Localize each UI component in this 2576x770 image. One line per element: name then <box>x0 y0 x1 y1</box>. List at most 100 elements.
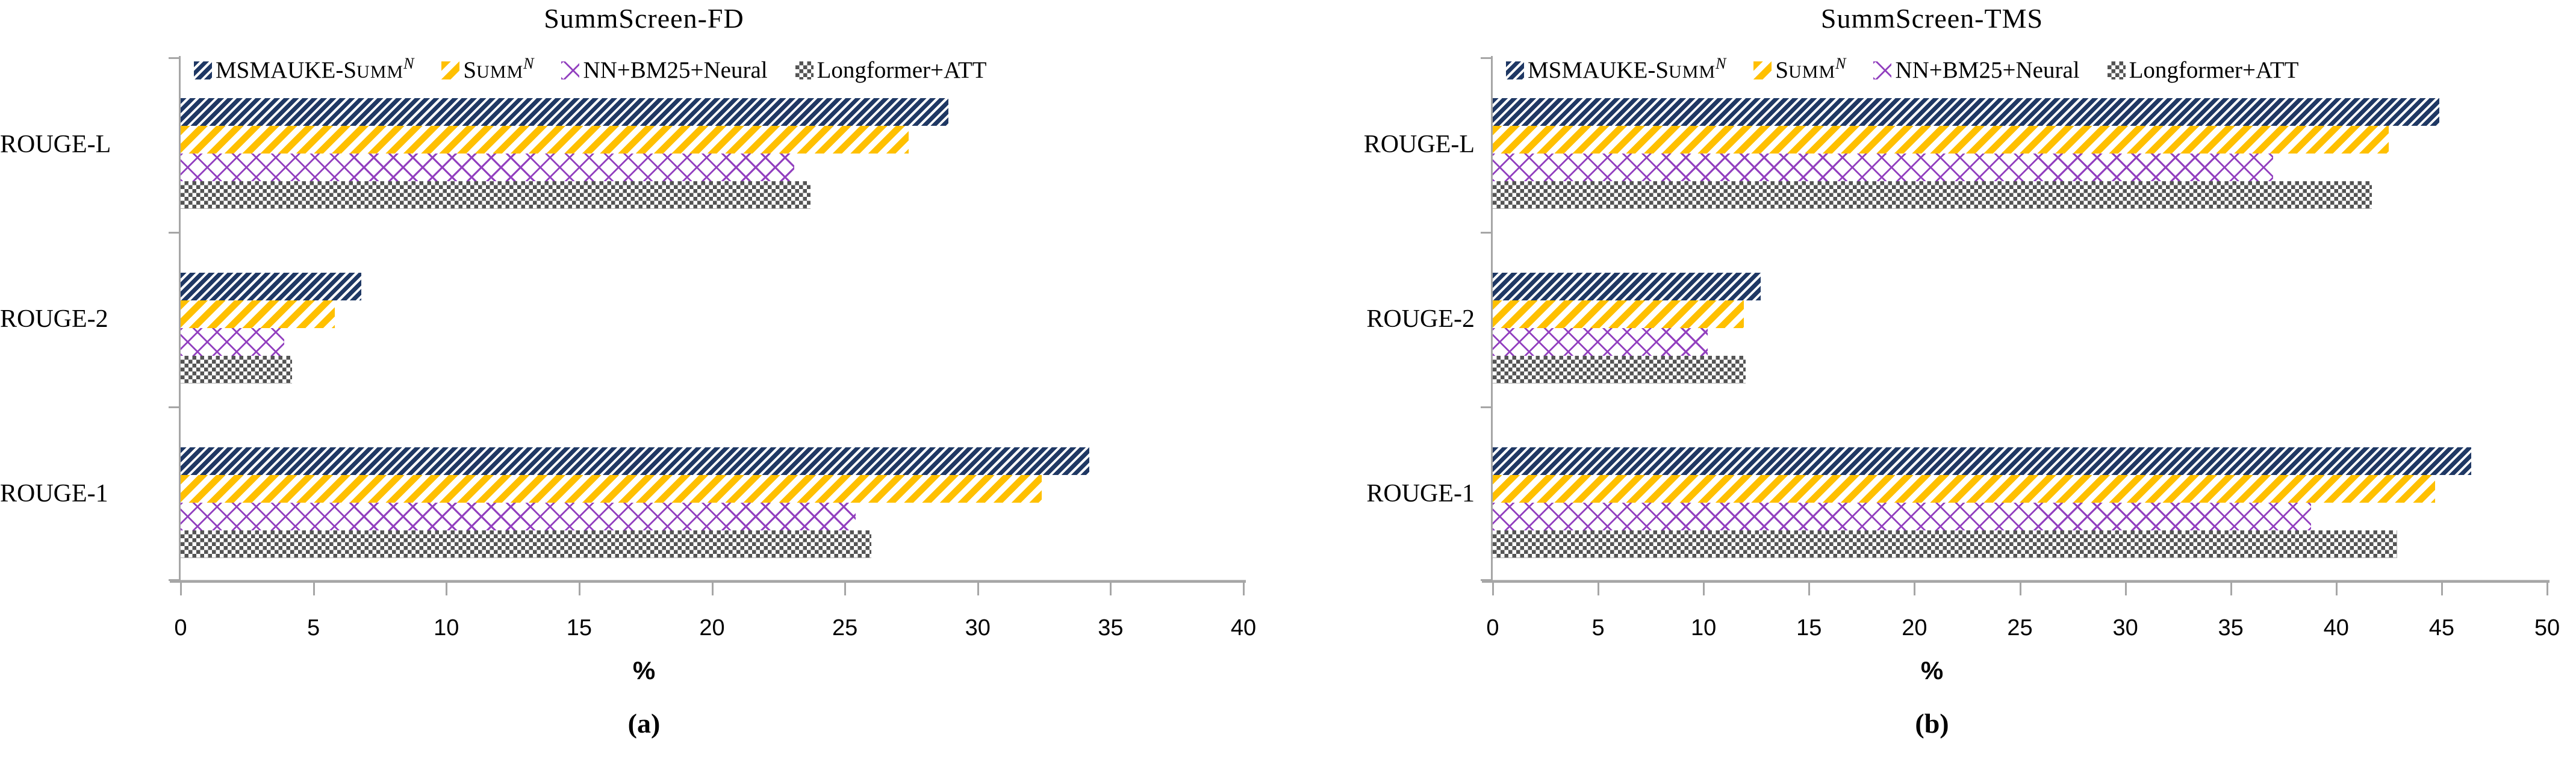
category-label-rouge-1: ROUGE-1 <box>1366 480 1475 508</box>
bar-rouge-l-2 <box>181 154 795 181</box>
legend-item-summ-n: SUMMN <box>1753 55 1846 83</box>
bar-rouge-2-1 <box>181 300 335 328</box>
bar-rouge-l-2 <box>1493 154 2273 181</box>
category-group-rouge-1 <box>181 406 1243 581</box>
x-axis-line <box>170 580 1246 583</box>
category-labels: ROUGE-L ROUGE-2 ROUGE-1 <box>0 57 170 581</box>
chart-panel: SummScreen-TMS ROUGE-L ROUGE-2 ROUGE-1 MSM… <box>1288 0 2576 770</box>
x-axis-tick <box>1703 583 1705 595</box>
chart-title: SummScreen-FD <box>544 3 744 34</box>
legend-label: NN+BM25+Neural <box>583 57 768 83</box>
x-tick-label-40: 40 <box>2323 615 2349 641</box>
legend-swatch-gray-checkerboard <box>2107 61 2126 79</box>
legend: MSMAUKE-SUMMN SUMMN NN+BM25+Neural Longform… <box>194 55 1243 83</box>
x-tick-label-10: 10 <box>1691 615 1717 641</box>
y-axis-tick <box>1481 232 1493 234</box>
legend-label-superscript: N <box>1716 55 1726 72</box>
bar-rouge-2-3 <box>181 356 293 383</box>
bar-rouge-2-0 <box>181 273 362 300</box>
legend-label-superscript: N <box>1835 55 1846 72</box>
x-axis-tick <box>977 583 979 595</box>
bar-rouge-2-1 <box>1493 300 1744 328</box>
legend-label-smallcaps: UMM <box>476 62 524 82</box>
x-tick-label-0: 0 <box>174 615 187 641</box>
bar-rouge-2-3 <box>1493 356 1746 383</box>
x-tick-label-0: 0 <box>1486 615 1499 641</box>
bar-rouge-l-1 <box>181 126 909 154</box>
bar-rouge-1-1 <box>181 475 1042 503</box>
x-axis-tick <box>2230 583 2232 595</box>
category-label-rouge-l: ROUGE-L <box>0 131 111 158</box>
bar-rouge-1-1 <box>1493 475 2436 503</box>
x-axis-tick <box>1492 583 1494 595</box>
x-tick-label-50: 50 <box>2534 615 2560 641</box>
chart-panel: SummScreen-FD ROUGE-L ROUGE-2 ROUGE-1 MSMA… <box>0 3 1256 739</box>
y-axis-tick <box>169 57 181 59</box>
x-axis-tick <box>313 583 315 595</box>
chart-title: SummScreen-TMS <box>1820 3 2044 34</box>
x-axis-tick <box>1808 583 1811 595</box>
bar-rouge-l-0 <box>1493 98 2440 126</box>
x-axis-tick <box>2441 583 2443 595</box>
subfigure-caption: (a) <box>627 708 661 739</box>
x-axis-tick <box>2124 583 2127 595</box>
x-axis-tick <box>1110 583 1112 595</box>
bar-rouge-l-3 <box>181 181 810 209</box>
x-tick-label-15: 15 <box>566 615 593 641</box>
bar-rouge-2-2 <box>181 328 285 356</box>
bar-rouge-1-0 <box>1493 447 2471 475</box>
legend-label: NN+BM25+Neural <box>1895 57 2080 83</box>
x-tick-label-15: 15 <box>1796 615 1822 641</box>
subfigure-caption: (b) <box>1915 708 1949 739</box>
bar-rouge-2-0 <box>1493 273 1761 300</box>
x-axis-tick <box>1598 583 1600 595</box>
legend-label: SUMMN <box>463 55 534 83</box>
x-axis-tick <box>2546 583 2548 595</box>
category-label-rouge-2: ROUGE-2 <box>0 305 108 333</box>
legend-item-summ-n: SUMMN <box>441 55 534 83</box>
x-axis-tick <box>1243 583 1245 595</box>
category-group-rouge-l <box>181 57 1243 232</box>
category-group-rouge-2 <box>1493 232 2547 406</box>
bar-rouge-l-1 <box>1493 126 2389 154</box>
x-axis-tick <box>2335 583 2338 595</box>
legend-item-msmauke-summ-n: MSMAUKE-SUMMN <box>194 56 414 82</box>
legend-item-nn-bm25-neural: NN+BM25+Neural <box>561 57 768 83</box>
x-axis-tick <box>2019 583 2021 595</box>
legend-swatch-yellow-diagonal-stripes <box>441 61 460 79</box>
x-axis-tick <box>180 583 182 595</box>
x-tick-label-5: 5 <box>1591 615 1605 641</box>
legend-label: SUMMN <box>1775 55 1846 83</box>
bar-rouge-l-3 <box>1493 181 2372 209</box>
y-axis-tick <box>1481 579 1493 581</box>
category-group-rouge-l <box>1493 57 2547 232</box>
legend-swatch-navy-diagonal-stripes <box>194 61 212 79</box>
x-axis-title: % <box>1920 656 1944 685</box>
legend-item-msmauke-summ-n: MSMAUKE-SUMMN <box>1506 55 1726 83</box>
x-axis-tick <box>446 583 448 595</box>
category-labels: ROUGE-L ROUGE-2 ROUGE-1 <box>1288 57 1482 581</box>
legend-label: Longformer+ATT <box>2129 57 2299 83</box>
x-axis-title: % <box>632 656 656 685</box>
bar-rouge-2-2 <box>1493 328 1708 356</box>
x-tick-label-35: 35 <box>1098 615 1124 641</box>
y-axis-tick <box>169 579 181 581</box>
legend-swatch-purple-crosshatch <box>561 61 580 79</box>
legend-item-nn-bm25-neural: NN+BM25+Neural <box>1873 57 2080 83</box>
category-label-rouge-2: ROUGE-2 <box>1366 305 1475 333</box>
bar-rouge-1-2 <box>181 503 856 530</box>
x-axis-line <box>1482 580 2550 583</box>
legend-label-superscript: N <box>523 55 534 72</box>
bar-rouge-1-0 <box>181 447 1090 475</box>
x-axis-tick <box>578 583 580 595</box>
bar-rouge-l-0 <box>181 98 949 126</box>
x-tick-label-25: 25 <box>2007 615 2033 641</box>
y-axis-tick <box>1481 57 1493 59</box>
legend-label: MSMAUKE-SUMMN <box>1528 55 1726 83</box>
category-label-rouge-l: ROUGE-L <box>1363 131 1475 158</box>
legend-item-longformer-att: Longformer+ATT <box>2107 57 2299 83</box>
legend-item-longformer-att: Longformer+ATT <box>795 58 987 82</box>
y-axis-tick <box>169 232 181 234</box>
legend-label-smallcaps: UMM <box>356 62 404 82</box>
